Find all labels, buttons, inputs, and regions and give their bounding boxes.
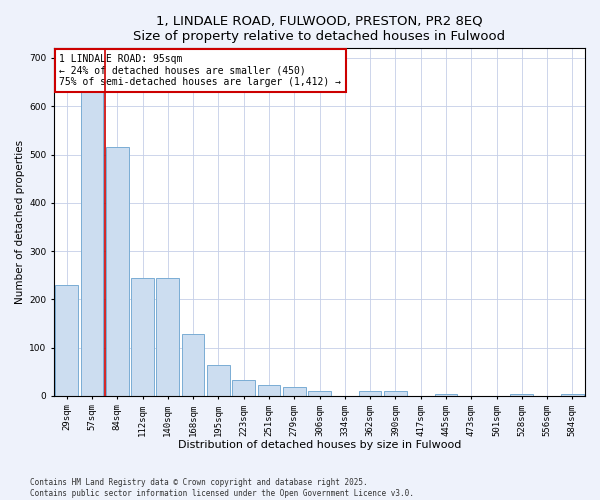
Bar [257, 386, 280, 396]
Title: 1, LINDALE ROAD, FULWOOD, PRESTON, PR2 8EQ
Size of property relative to detached: 1, LINDALE ROAD, FULWOOD, PRESTON, PR2 8… [133, 15, 506, 43]
Bar [157, 278, 179, 396]
Bar [561, 394, 584, 396]
Bar [359, 391, 382, 396]
Bar [434, 394, 457, 396]
Bar [384, 391, 407, 396]
X-axis label: Distribution of detached houses by size in Fulwood: Distribution of detached houses by size … [178, 440, 461, 450]
Bar [80, 82, 103, 396]
Bar [207, 364, 230, 396]
Bar [283, 388, 305, 396]
Text: 1 LINDALE ROAD: 95sqm
← 24% of detached houses are smaller (450)
75% of semi-det: 1 LINDALE ROAD: 95sqm ← 24% of detached … [59, 54, 341, 86]
Bar [131, 278, 154, 396]
Bar [55, 285, 78, 396]
Y-axis label: Number of detached properties: Number of detached properties [15, 140, 25, 304]
Bar [182, 334, 205, 396]
Bar [106, 148, 128, 396]
Bar [308, 391, 331, 396]
Text: Contains HM Land Registry data © Crown copyright and database right 2025.
Contai: Contains HM Land Registry data © Crown c… [30, 478, 414, 498]
Bar [511, 394, 533, 396]
Bar [232, 380, 255, 396]
